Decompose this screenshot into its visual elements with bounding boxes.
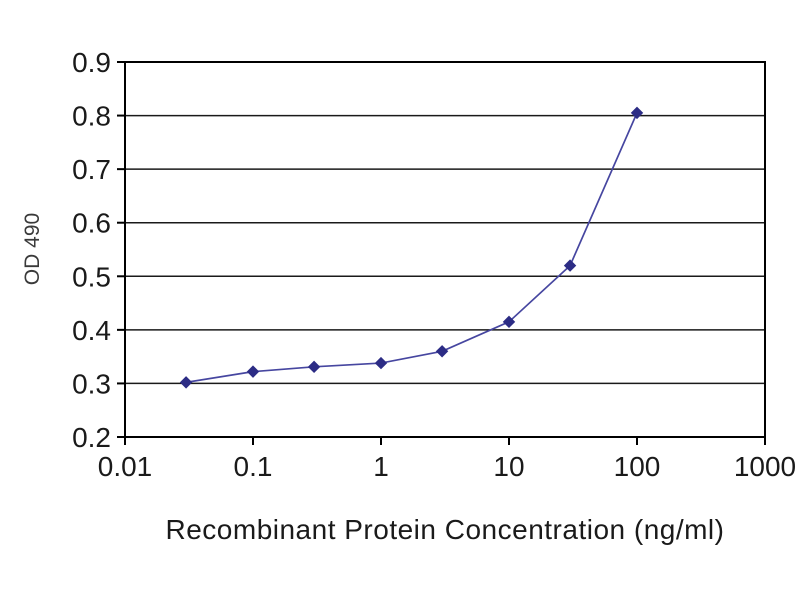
plot-frame	[124, 61, 766, 438]
data-point-marker	[246, 365, 260, 378]
x-tick-label: 10	[493, 451, 524, 482]
data-point-marker	[630, 106, 644, 120]
series-line	[185, 112, 638, 384]
y-tick-label: 0.7	[72, 154, 111, 185]
data-point-marker	[435, 345, 449, 358]
data-point-marker	[307, 360, 321, 374]
data-point-marker	[563, 259, 577, 272]
y-tick-label: 0.6	[72, 208, 111, 239]
y-tick-label: 0.3	[72, 368, 111, 399]
y-tick-label: 0.4	[72, 315, 111, 346]
y-tick-label: 0.9	[72, 47, 111, 78]
data-point-marker	[179, 376, 193, 389]
data-point-marker	[374, 356, 388, 370]
y-tick-label: 0.2	[72, 422, 111, 453]
y-axis-title: OD 490	[21, 212, 44, 286]
x-tick-label: 1000	[734, 451, 796, 482]
y-tick-label: 0.8	[72, 101, 111, 132]
x-tick-label: 100	[614, 451, 661, 482]
y-tick-label: 0.5	[72, 261, 111, 292]
data-point-marker	[502, 315, 516, 329]
x-tick-label: 0.1	[234, 451, 273, 482]
x-tick-label: 0.01	[98, 451, 153, 482]
x-tick-label: 1	[373, 451, 389, 482]
x-axis-title: Recombinant Protein Concentration (ng/ml…	[165, 514, 725, 545]
